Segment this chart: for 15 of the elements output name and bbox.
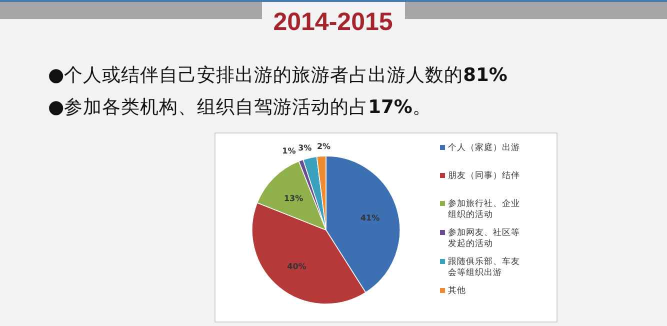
data-label: 3% <box>298 144 312 153</box>
legend-label: 朋友（同事）结伴 <box>448 170 520 181</box>
data-label: 41% <box>360 214 380 223</box>
chart-title: 2014-2015 <box>273 8 393 36</box>
legend-label: 个人（家庭）出游 <box>448 142 520 153</box>
text: ●参加各类机构、组织自驾游活动的占17%。 <box>48 97 432 118</box>
data-label: 1% <box>282 146 296 156</box>
data-label: 40% <box>287 262 306 271</box>
data-label: 2% <box>317 142 331 151</box>
text: ●个人或结伴自己安排出游的旅游者占出游人数的81% <box>48 64 508 86</box>
legend-label: 其他 <box>448 285 466 296</box>
legend-label: 参加网友、社区等发起的活动 <box>448 227 520 249</box>
legend-label: 参加旅行社、企业组织的活动 <box>448 198 520 220</box>
data-label: 13% <box>284 194 304 204</box>
legend-label: 跟随俱乐部、车友会等组织出游 <box>448 256 520 278</box>
